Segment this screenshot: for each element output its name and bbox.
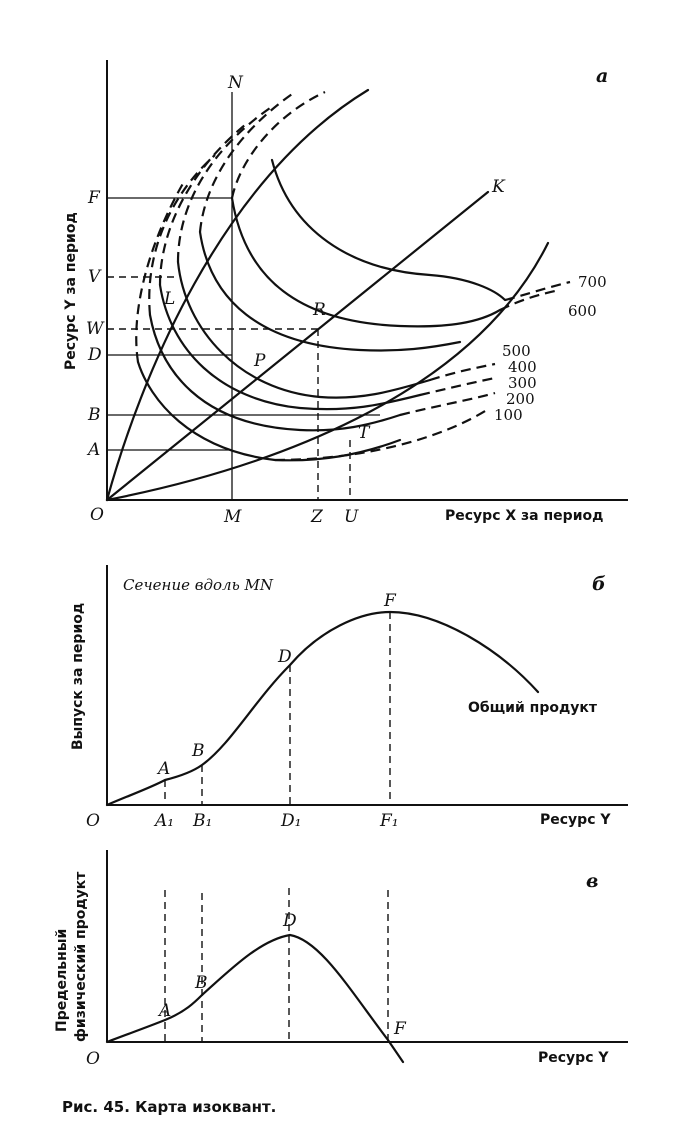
lower-ridge-line <box>105 241 550 502</box>
b-tick-b1: B₁ <box>192 811 212 831</box>
b-point-b: B <box>191 741 205 761</box>
panel-c-y-axis-title-2: физический продукт <box>73 871 89 1042</box>
figure-caption: Рис. 45. Карта изоквант. <box>62 1098 276 1116</box>
upper-ridge-line <box>105 88 370 502</box>
y-tick-d: D <box>87 345 102 365</box>
panel-b-letter: б <box>592 573 606 595</box>
total-product-label: Общий продукт <box>468 700 598 716</box>
panel-b-x-axis-title: Ресурс Y <box>540 812 611 828</box>
y-tick-a: A <box>86 440 100 460</box>
c-point-f: F <box>393 1019 407 1039</box>
isoquant-600-upper-dash <box>230 91 326 199</box>
point-p: P <box>253 351 266 371</box>
c-point-d: D <box>282 911 297 931</box>
isoquant-label-700: 700 <box>578 273 607 291</box>
point-l: L <box>163 289 175 309</box>
isoquant-200-right-dash <box>399 391 496 417</box>
x-tick-m: M <box>223 507 242 527</box>
c-point-a: A <box>157 1001 171 1021</box>
isoquant-200 <box>148 313 402 432</box>
panel-a-letter: а <box>596 65 608 87</box>
y-tick-b: B <box>87 405 101 425</box>
panel-a-x-axis-title: Ресурс X за период <box>445 508 603 524</box>
c-point-b: B <box>194 973 208 993</box>
x-tick-z: Z <box>310 507 324 527</box>
isoquant-300 <box>158 283 422 411</box>
isoquant-300-upper-dash <box>158 124 246 286</box>
isoquant-700 <box>270 158 507 302</box>
isoquant-label-600: 600 <box>568 302 597 320</box>
label-origin-a: O <box>90 505 104 525</box>
isoquant-400-upper-dash <box>176 107 271 263</box>
isoquant-600 <box>230 196 502 328</box>
y-tick-w: W <box>86 319 105 339</box>
isoquant-label-100: 100 <box>494 406 523 424</box>
y-tick-v: V <box>88 267 102 287</box>
panel-a: а N K O F V W D B A M Z U L P R T 700 60… <box>63 60 628 527</box>
panel-c: в O A B D F Предельный физический продук… <box>54 850 628 1069</box>
isoquant-400-right-dash <box>429 362 496 382</box>
isoquant-label-200: 200 <box>506 390 535 408</box>
isoquant-400 <box>176 260 432 399</box>
panel-c-y-axis-title-1: Предельный <box>54 929 70 1032</box>
panel-c-x-axis-title: Ресурс Y <box>538 1050 609 1066</box>
label-n: N <box>227 73 244 93</box>
isoquant-label-400: 400 <box>508 358 537 376</box>
isoquant-600-right-dash <box>499 288 561 311</box>
marginal-product-curve <box>105 933 405 1064</box>
b-tick-f1: F₁ <box>379 811 399 831</box>
label-origin-c: O <box>86 1049 100 1069</box>
isoquant-700-right-dash <box>504 280 571 302</box>
total-product-curve <box>105 610 540 807</box>
y-tick-f: F <box>87 188 101 208</box>
point-r: R <box>312 300 326 320</box>
label-origin-b: O <box>86 811 100 831</box>
isoquant-label-300: 300 <box>508 374 537 392</box>
panel-c-letter: в <box>586 870 598 892</box>
panel-a-y-axis-title: Ресурс Y за период <box>63 212 79 370</box>
isoquant-100-right-dash <box>274 407 491 462</box>
b-point-d: D <box>277 647 292 667</box>
isoquant-200-upper-dash <box>148 154 216 316</box>
label-k: K <box>491 177 506 197</box>
point-t: T <box>358 423 371 443</box>
panel-b-subtitle: Сечение вдоль MN <box>123 576 274 594</box>
isoquant-500-upper-dash <box>198 91 296 233</box>
isoquant-100-upper-dash <box>135 179 186 363</box>
ray-ok <box>105 190 490 502</box>
x-tick-u: U <box>344 507 359 527</box>
isoquant-300-right-dash <box>419 376 496 397</box>
b-tick-a1: A₁ <box>153 811 174 831</box>
b-tick-d1: D₁ <box>280 811 301 831</box>
b-point-f: F <box>383 591 397 611</box>
panel-b: б Сечение вдоль MN Общий продукт O A B D… <box>70 565 628 831</box>
isoquant-500 <box>198 230 462 352</box>
panel-b-y-axis-title: Выпуск за период <box>70 603 86 750</box>
isoquant-label-500: 500 <box>502 342 531 360</box>
b-point-a: A <box>156 759 170 779</box>
